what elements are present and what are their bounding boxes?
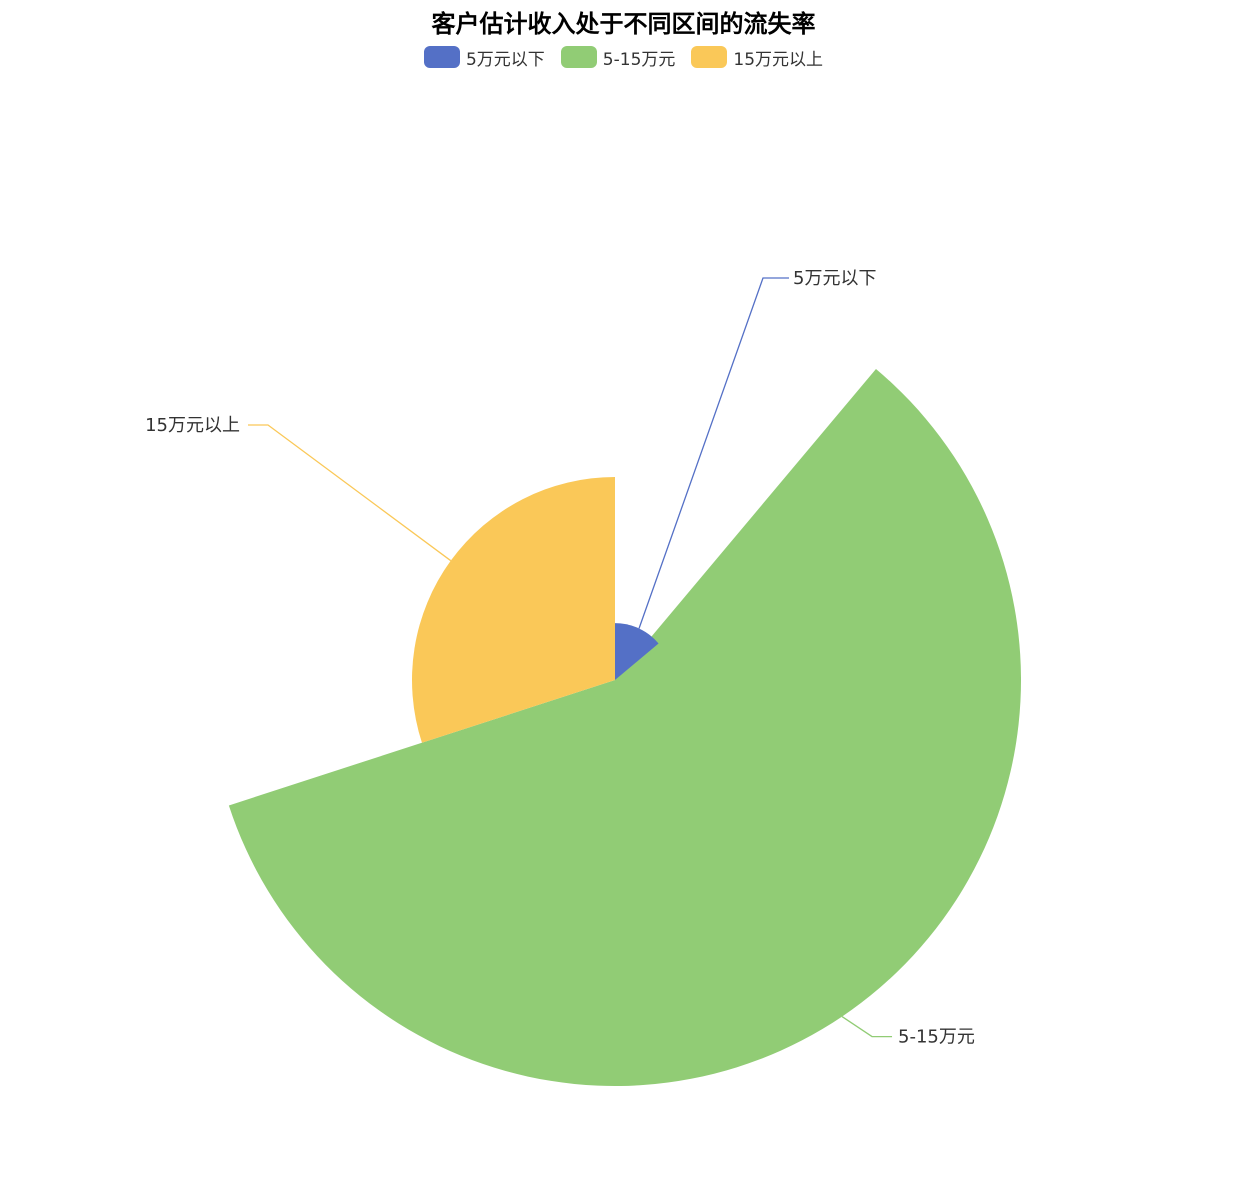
slice-label-over-15w-leader	[248, 424, 452, 562]
slice-over-15w[interactable]	[411, 477, 615, 743]
slice-label-5-15w-leader	[841, 1016, 893, 1038]
legend-swatch-5-15w	[560, 46, 597, 68]
slice-label-over-15w: 15万元以上	[145, 415, 240, 436]
slice-label-5-15w: 5-15万元	[898, 1027, 975, 1048]
slice-label-under-5w: 5万元以下	[793, 268, 876, 289]
legend-swatch-under-5w	[423, 46, 460, 68]
legend-item-5-15w[interactable]: 5-15万元	[560, 45, 676, 70]
legend-label-under-5w: 5万元以下	[465, 49, 545, 70]
legend-label-over-15w: 15万元以上	[733, 49, 824, 70]
legend-item-under-5w[interactable]: 5万元以下	[423, 45, 545, 70]
slice-5-15w[interactable]	[228, 368, 1022, 1086]
chart-title: 客户估计收入处于不同区间的流失率	[431, 10, 816, 38]
slice-under-5w[interactable]	[615, 623, 659, 680]
chart-legend: 5万元以下 5-15万元 15万元以上	[0, 44, 1247, 70]
legend-label-5-15w: 5-15万元	[602, 49, 676, 70]
legend-item-over-15w[interactable]: 15万元以上	[691, 45, 823, 70]
legend-swatch-over-15w	[691, 46, 728, 68]
slice-label-under-5w-leader	[638, 277, 789, 629]
